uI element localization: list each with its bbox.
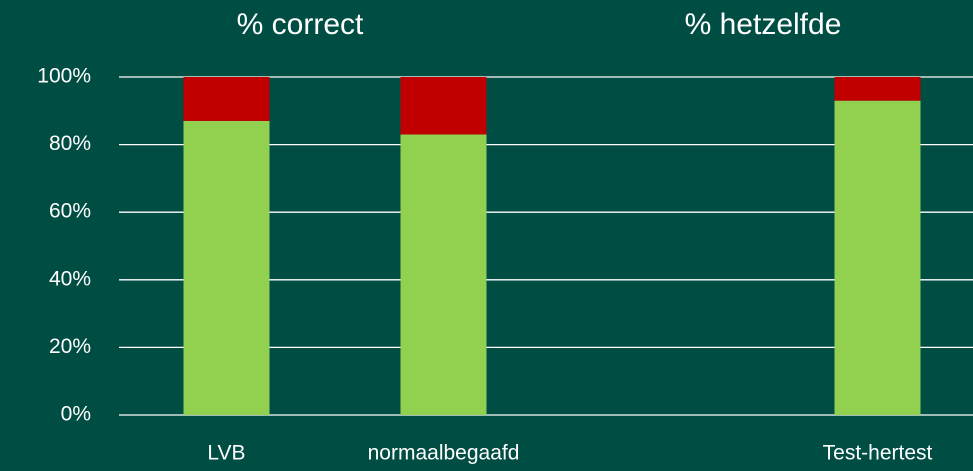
bar-segment bbox=[400, 134, 487, 415]
bar-segment bbox=[834, 77, 921, 101]
y-tick-label: 20% bbox=[49, 335, 91, 358]
x-tick-label: normaalbegaafd bbox=[368, 442, 520, 465]
x-tick-label: LVB bbox=[207, 442, 245, 465]
y-tick-label: 0% bbox=[61, 403, 91, 426]
bar-segment bbox=[183, 77, 270, 121]
annotation: % correct bbox=[237, 8, 364, 41]
y-tick-label: 100% bbox=[37, 65, 91, 88]
bar-segment bbox=[400, 77, 487, 135]
y-tick-label: 80% bbox=[49, 132, 91, 155]
bar-segment bbox=[834, 100, 921, 415]
y-tick-label: 60% bbox=[49, 200, 91, 223]
bar-segment bbox=[183, 120, 270, 415]
x-tick-label: Test-hertest bbox=[823, 442, 933, 465]
y-tick-label: 40% bbox=[49, 267, 91, 290]
annotation: % hetzelfde bbox=[685, 8, 842, 41]
